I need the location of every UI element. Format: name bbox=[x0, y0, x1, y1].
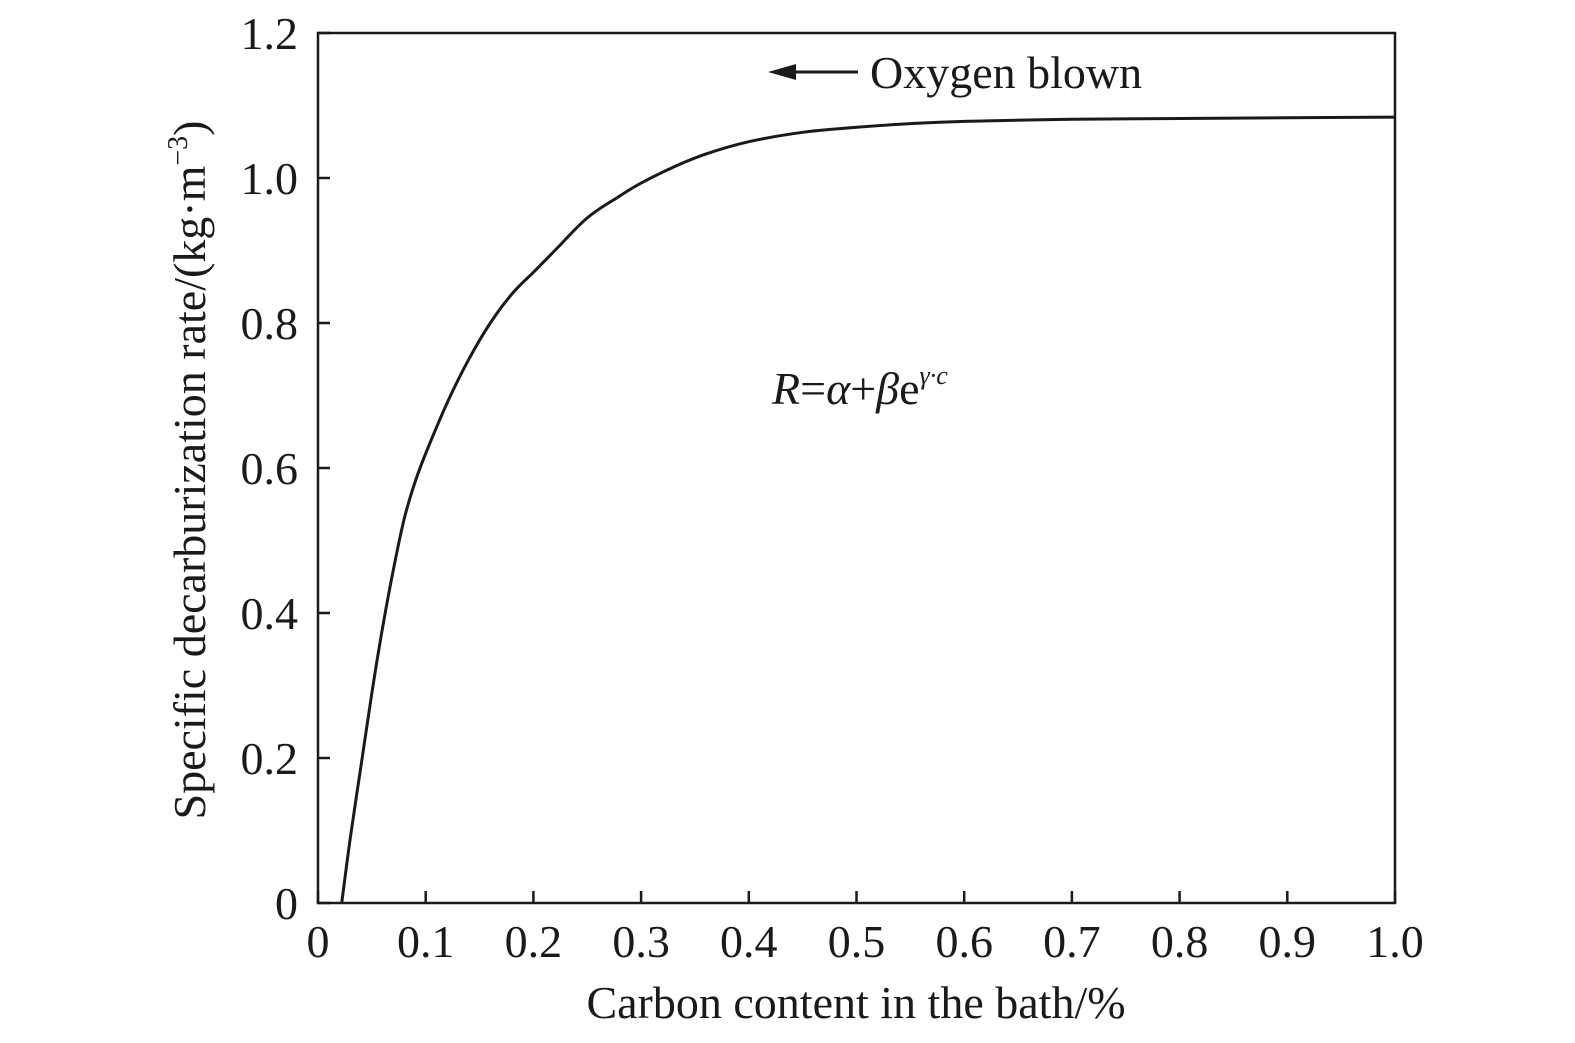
formula-r: R bbox=[771, 363, 800, 414]
x-tick-label: 0.6 bbox=[935, 916, 993, 967]
annotation-label: Oxygen blown bbox=[870, 47, 1142, 98]
y-axis-label-main: Specific decarburization rate/(kg·m bbox=[164, 165, 215, 819]
y-tick-label: 0.2 bbox=[241, 733, 299, 784]
x-tick-label: 0.4 bbox=[720, 916, 778, 967]
x-tick-label: 1.0 bbox=[1366, 916, 1424, 967]
formula-plus: + bbox=[850, 363, 876, 414]
series-line bbox=[340, 115, 1396, 904]
formula-exponent: γ·c bbox=[920, 361, 949, 390]
y-tick-label: 0.6 bbox=[241, 443, 299, 494]
x-tick-label: 0.5 bbox=[828, 916, 886, 967]
x-axis-ticks: 0 0.1 0.2 0.3 0.4 0.5 0.6 0.7 0.8 0.9 1.0 bbox=[307, 891, 1424, 967]
oxygen-blown-annotation: Oxygen blown bbox=[768, 47, 1142, 98]
formula-equals: = bbox=[800, 363, 826, 414]
y-tick-label: 0.8 bbox=[241, 298, 299, 349]
x-tick-label: 0.1 bbox=[397, 916, 455, 967]
x-tick-label: 0.9 bbox=[1259, 916, 1317, 967]
formula-alpha: α bbox=[826, 363, 851, 414]
y-tick-label: 1.0 bbox=[241, 153, 299, 204]
y-axis-ticks: 0 0.2 0.4 0.6 0.8 1.0 1.2 bbox=[241, 8, 330, 929]
y-tick-label: 0 bbox=[275, 878, 298, 929]
x-tick-label: 0.2 bbox=[505, 916, 563, 967]
x-tick-label: 0 bbox=[307, 916, 330, 967]
formula-annotation: R=α+βeγ·c bbox=[771, 361, 948, 414]
y-tick-label: 0.4 bbox=[241, 588, 299, 639]
y-axis-label: Specific decarburization rate/(kg·m−3) bbox=[163, 120, 215, 819]
x-tick-label: 0.7 bbox=[1043, 916, 1101, 967]
x-tick-label: 0.8 bbox=[1151, 916, 1209, 967]
y-axis-label-close: ) bbox=[164, 120, 215, 135]
plot-frame bbox=[316, 31, 1397, 905]
y-axis-label-sup: −3 bbox=[163, 136, 194, 166]
annotation-arrow-head bbox=[768, 64, 796, 80]
x-tick-label: 0.3 bbox=[612, 916, 670, 967]
y-tick-label: 1.2 bbox=[241, 8, 299, 59]
x-axis-label: Carbon content in the bath/% bbox=[586, 977, 1125, 1028]
formula-e: e bbox=[899, 363, 919, 414]
formula-beta: β bbox=[875, 363, 899, 414]
